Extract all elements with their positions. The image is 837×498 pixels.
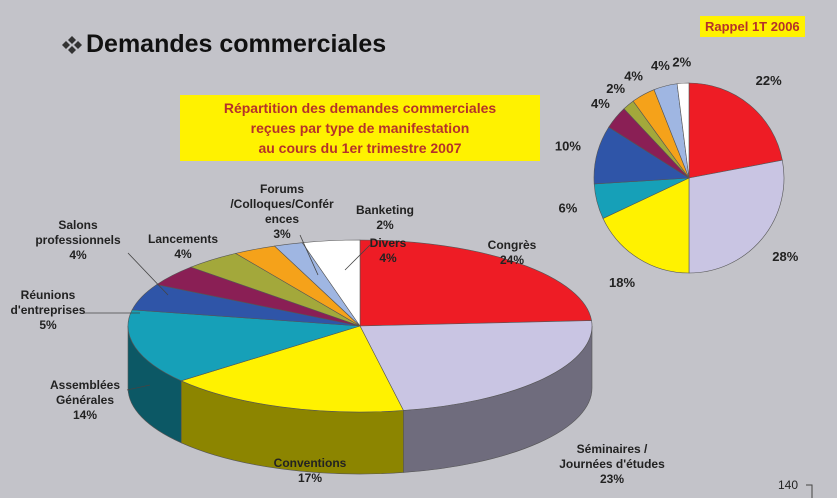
- category-label: Forums /Colloques/Confér ences: [230, 182, 334, 226]
- leader-line: [127, 252, 169, 296]
- slice: [301, 239, 361, 327]
- value-label: 4%: [69, 248, 87, 262]
- value-label: 4%: [651, 58, 670, 73]
- category-label: Divers: [369, 236, 407, 250]
- category-label: Banketing: [355, 203, 415, 217]
- value-label: 14%: [72, 408, 98, 422]
- slice: [359, 320, 593, 411]
- data-label: Salons professionnels 4%: [35, 218, 120, 263]
- value-label: 24%: [499, 253, 525, 267]
- slice: [688, 82, 783, 179]
- data-label: Lancements 4%: [148, 232, 218, 262]
- data-label: Conventions 17%: [274, 456, 347, 486]
- slice: [180, 325, 404, 413]
- value-label: 17%: [297, 471, 323, 485]
- slice: [676, 82, 690, 179]
- value-label: 18%: [609, 275, 635, 290]
- value-label: 2%: [672, 55, 691, 70]
- category-label: Séminaires / Journées d'études: [559, 442, 665, 471]
- data-label: Forums /Colloques/Confér ences 3%: [230, 182, 333, 242]
- value-label: 10%: [555, 138, 581, 153]
- value-label: 22%: [756, 73, 782, 88]
- category-label: Lancements: [147, 232, 219, 246]
- value-label: 4%: [174, 247, 192, 261]
- leader-line: [344, 244, 371, 271]
- bullet: [62, 36, 82, 54]
- data-label: Séminaires / Journées d'études 23%: [559, 442, 665, 487]
- category-label: Réunions d'entreprises: [10, 288, 86, 317]
- value-label: 3%: [273, 227, 291, 241]
- category-label: Assemblées Générales: [49, 378, 121, 407]
- leader-line: [299, 234, 319, 276]
- data-label: Assemblées Générales 14%: [50, 378, 120, 423]
- value-label: 2%: [376, 218, 394, 232]
- data-label: Réunions d'entreprises 5%: [11, 288, 86, 333]
- data-label: Divers 4%: [370, 236, 407, 266]
- slide-title: Demandes commerciales: [86, 30, 387, 58]
- value-label: 2%: [606, 81, 625, 96]
- category-label: Salons professionnels: [35, 218, 121, 247]
- value-label: 28%: [772, 249, 798, 264]
- value-label: 5%: [39, 318, 57, 332]
- chart-title: Rappel 1T 2006: [700, 16, 805, 37]
- category-label: Conventions: [273, 456, 347, 470]
- value-label: 4%: [624, 69, 643, 84]
- leader-line: [126, 384, 151, 391]
- page-number: 140: [778, 478, 799, 492]
- page-mark: [806, 484, 813, 498]
- value-label: 4%: [379, 251, 397, 265]
- slice: [359, 239, 592, 327]
- slice: [602, 177, 690, 274]
- chart-title: Répartition des demandes commerciales re…: [180, 95, 540, 161]
- slice: [127, 309, 361, 382]
- data-label: Banketing 2%: [356, 203, 414, 233]
- value-label: 6%: [559, 201, 578, 216]
- value-label: 4%: [591, 96, 610, 111]
- category-label: Congrès: [487, 238, 537, 252]
- slice: [688, 159, 785, 274]
- data-label: Congrès 24%: [488, 238, 537, 268]
- value-label: 23%: [599, 472, 625, 486]
